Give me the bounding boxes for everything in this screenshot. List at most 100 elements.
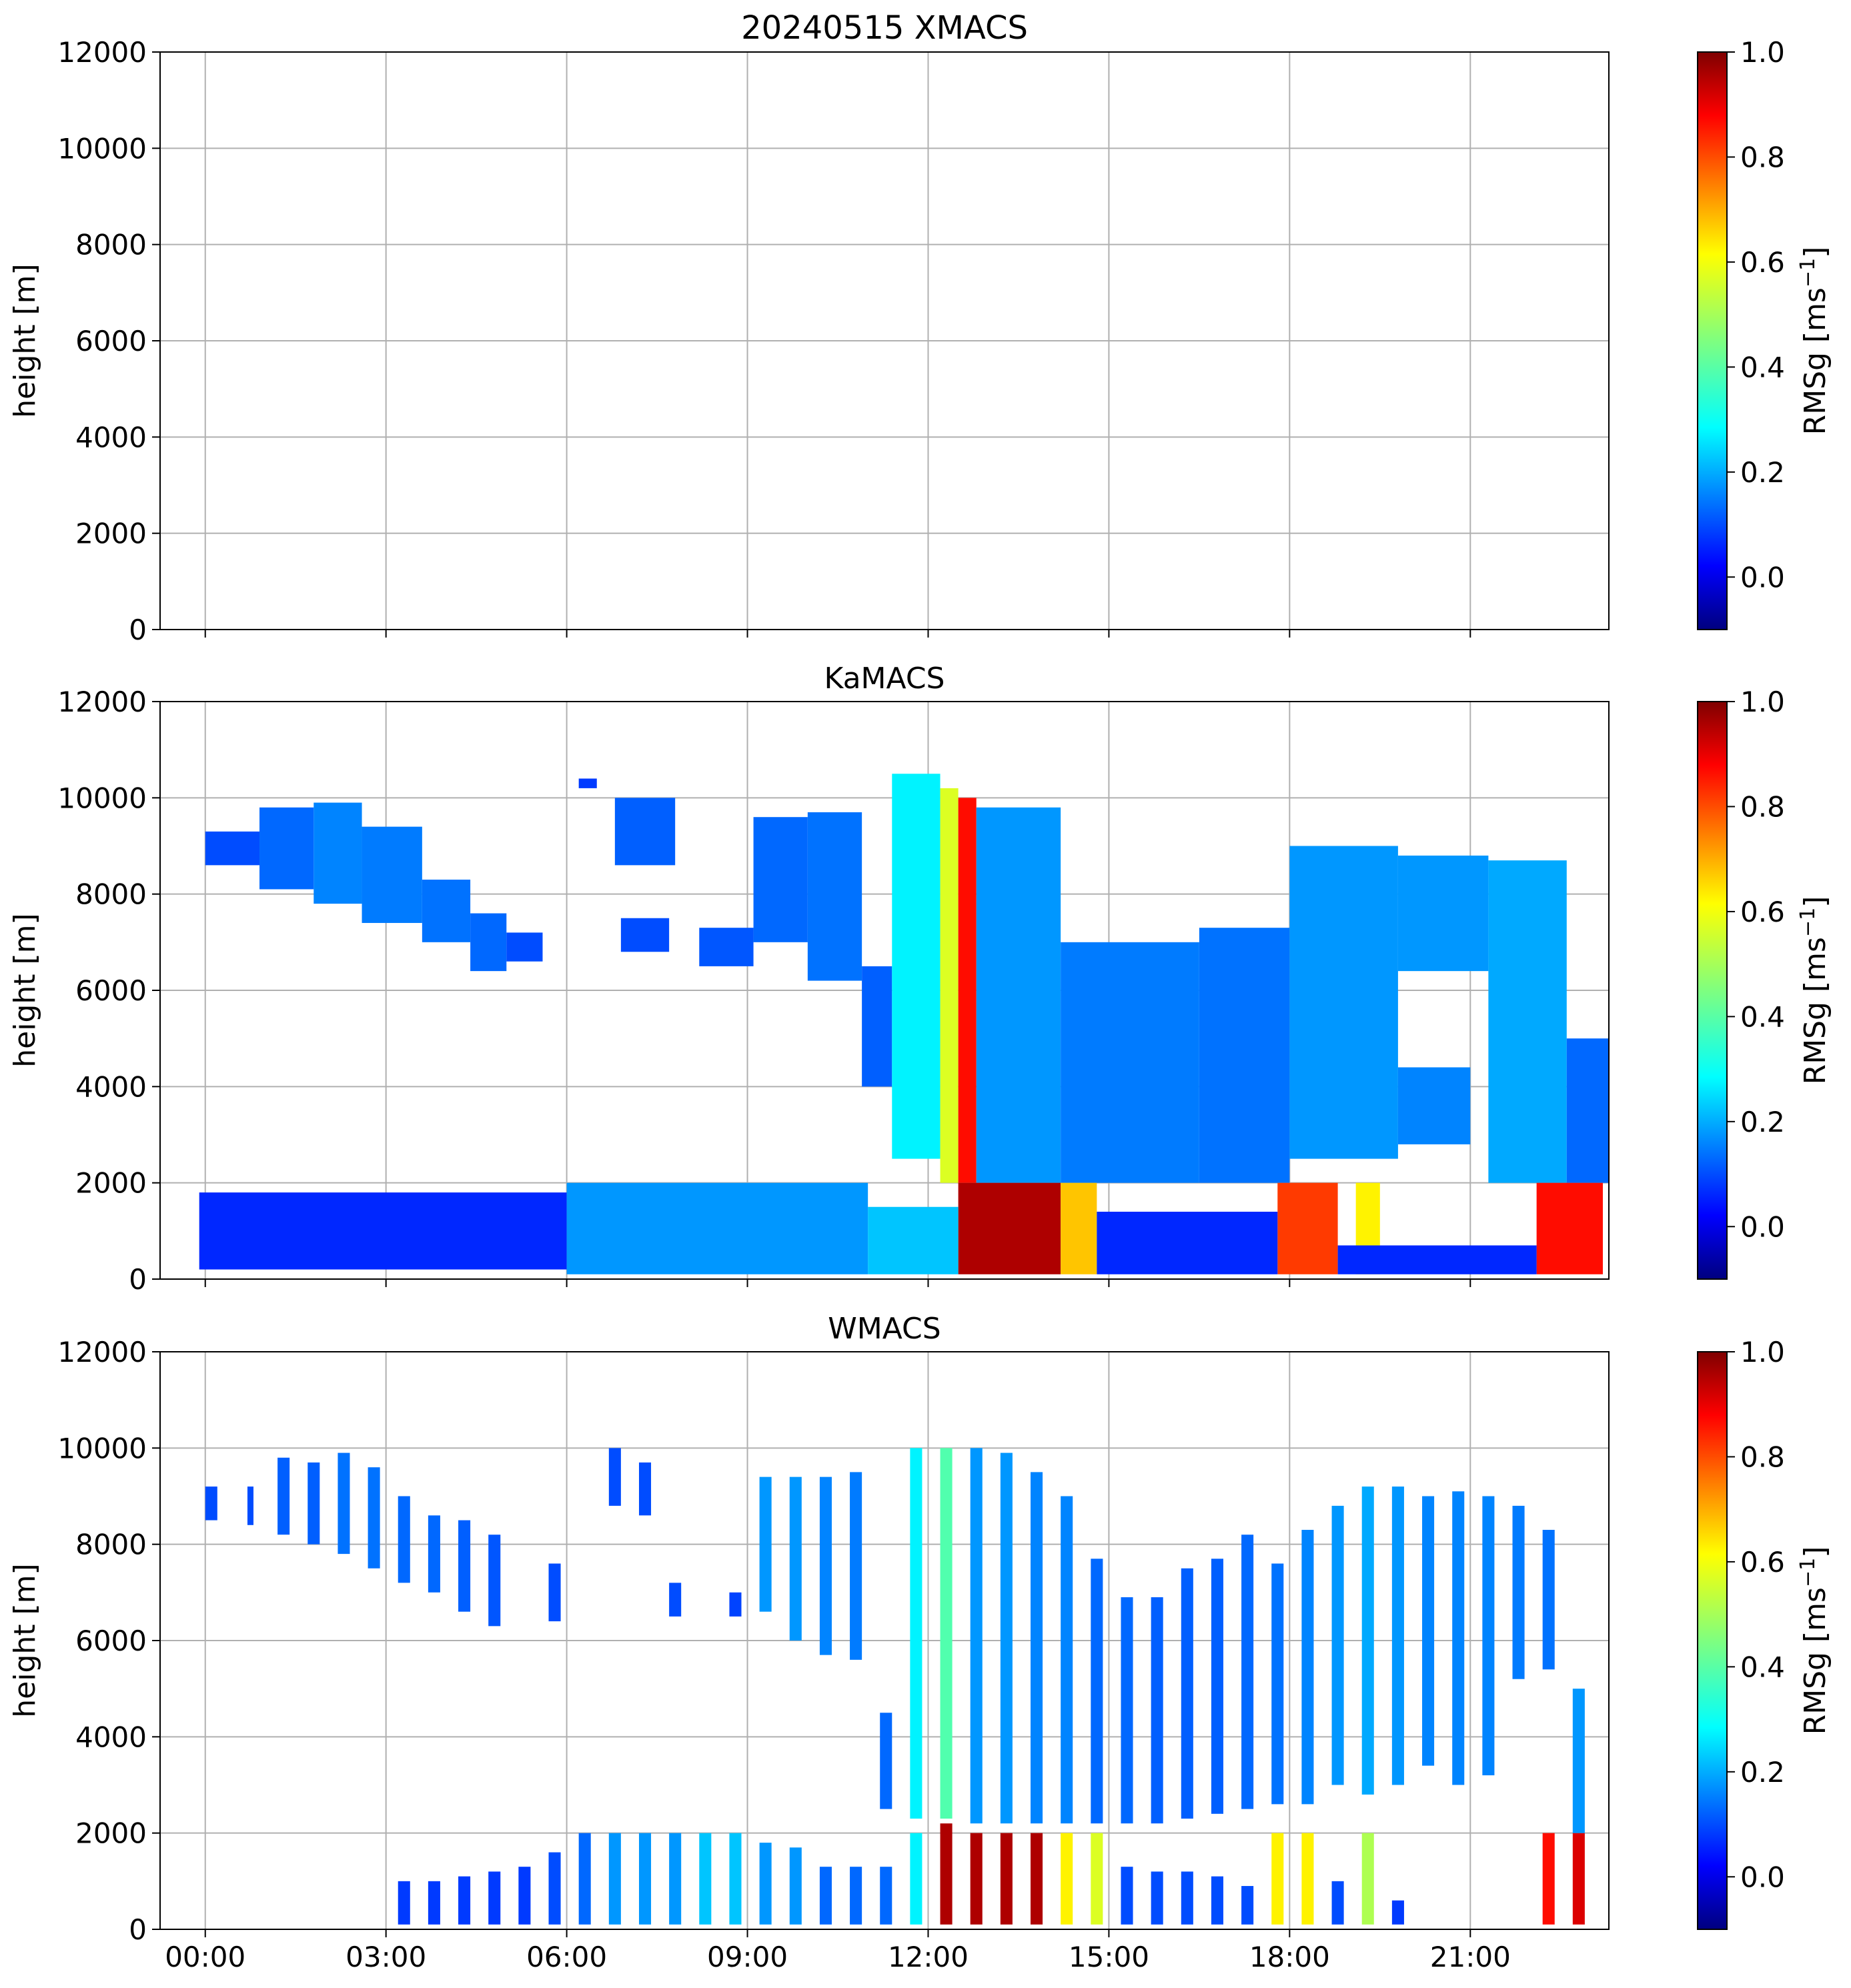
data-cell (277, 1457, 290, 1535)
ytick-label: 8000 (75, 229, 147, 261)
data-cell (428, 1881, 440, 1925)
yticks-kamacs: 0 2000 4000 6000 8000 10000 12000 (57, 686, 160, 1296)
data-cell (789, 1476, 802, 1641)
xtick-label: 15:00 (1069, 1941, 1149, 1973)
xtick-label: 09:00 (707, 1941, 788, 1973)
data-cell (1091, 1559, 1103, 1824)
ytick-label: 0 (129, 1263, 147, 1296)
data-cell (1337, 1245, 1537, 1274)
data-cell (1061, 942, 1199, 1183)
data-cell (247, 1486, 253, 1525)
data-cell (1000, 1833, 1013, 1925)
data-cell (488, 1871, 501, 1925)
data-cell (1271, 1563, 1284, 1805)
data-cell (1512, 1505, 1525, 1679)
data-cell (850, 1867, 862, 1925)
data-cell (1151, 1597, 1163, 1824)
data-cell (566, 1182, 868, 1274)
colorbar-tick-label: 0.8 (1740, 1440, 1785, 1473)
grid-xmacs (160, 51, 1609, 630)
colorbar-tick-label: 0.4 (1740, 351, 1785, 383)
data-cell (699, 1833, 712, 1925)
colorbar-label: RMSg [ms−1] (1796, 896, 1832, 1085)
data-cell (976, 807, 1061, 1183)
data-cell (1121, 1597, 1133, 1824)
xtick-marks-wmacs (204, 1929, 1471, 1937)
data-cell (205, 831, 260, 866)
data-cell (789, 1847, 802, 1925)
colorbar-tick-label: 0.0 (1740, 561, 1785, 594)
data-cell (1091, 1833, 1103, 1925)
ylabel-xmacs: height [m] (8, 263, 42, 417)
data-cell (1482, 1496, 1495, 1776)
xtick-label: 21:00 (1430, 1941, 1511, 1973)
data-cell (1151, 1871, 1163, 1925)
xtick-labels-wmacs: 00:00 03:00 06:00 09:00 12:00 15:00 18:00 21:00 (165, 1941, 1511, 1973)
data-cell (970, 1833, 983, 1925)
data-cell (940, 1823, 953, 1925)
ytick-label: 0 (129, 614, 147, 646)
colorbar-gradient (1697, 51, 1728, 630)
data-cell (1277, 1182, 1338, 1274)
data-cell (1566, 1038, 1609, 1183)
data-cell (608, 1833, 621, 1925)
data-cell (199, 1192, 567, 1270)
colorbar-tick-label: 0.8 (1740, 141, 1785, 173)
data-cell (205, 1486, 217, 1521)
data-cell (759, 1843, 772, 1925)
colorbar-tick-label: 0.0 (1740, 1210, 1785, 1243)
data-cell (807, 812, 862, 981)
data-cell (1397, 855, 1489, 972)
ytick-label: 12000 (57, 1336, 147, 1368)
data-cell (1572, 1689, 1585, 1833)
data-cell (1542, 1530, 1555, 1670)
ytick-label: 10000 (57, 132, 147, 165)
colorbar-label: RMSg [ms−1] (1796, 1547, 1832, 1735)
data-cell (1391, 1486, 1404, 1785)
yticks-xmacs: 0 2000 4000 6000 8000 10000 12000 (57, 36, 160, 646)
colorbar-tick-label: 0.4 (1740, 1651, 1785, 1683)
ytick-label: 4000 (75, 1721, 147, 1753)
xtick-marks-kamacs (204, 1279, 1471, 1287)
colorbar-gradient (1697, 701, 1728, 1280)
data-cell (1542, 1833, 1555, 1925)
data-cells-wmacs (205, 1448, 1585, 1925)
data-cell (940, 1448, 953, 1819)
data-cell (880, 1867, 892, 1925)
data-cell (307, 1462, 320, 1545)
data-cell (506, 932, 543, 962)
data-cell (729, 1833, 742, 1925)
xtick-label: 06:00 (526, 1941, 607, 1973)
colorbar-tick-label: 1.0 (1740, 686, 1785, 718)
data-cell (518, 1867, 531, 1925)
data-cell (892, 774, 941, 1159)
ylabel-kamacs: height [m] (8, 913, 42, 1067)
ytick-label: 0 (129, 1913, 147, 1946)
panel-kamacs: KaMACS 0 2000 4000 6000 8000 10000 12000 heigh… (8, 662, 1610, 1296)
panel-xmacs: 20240515 XMACS 0 2000 4000 6000 8000 10000 120… (8, 9, 1610, 646)
colorbar-xmacs: RMSg [ms−1] 0.0 0.2 0.4 0.6 0.8 1.0 (1697, 36, 1832, 630)
ytick-label: 6000 (75, 325, 147, 357)
data-cell (850, 1472, 862, 1660)
colorbar-tick-label: 0.8 (1740, 790, 1785, 823)
data-cell (314, 802, 362, 904)
colorbar-wmacs: RMSg [ms−1] 0.0 0.2 0.4 0.6 0.8 1.0 (1697, 1336, 1832, 1930)
data-cell (368, 1467, 380, 1569)
ytick-label: 12000 (57, 686, 147, 718)
colorbar-label: RMSg [ms−1] (1796, 247, 1832, 435)
data-cell (940, 788, 959, 1183)
xtick-label: 18:00 (1249, 1941, 1330, 1973)
colorbar-kamacs: RMSg [ms−1] 0.0 0.2 0.4 0.6 0.8 1.0 (1697, 686, 1832, 1280)
data-cell (548, 1563, 561, 1622)
colorbar-gradient (1697, 1351, 1728, 1930)
data-cell (1572, 1833, 1585, 1925)
data-cell (638, 1833, 652, 1925)
data-cell (669, 1833, 682, 1925)
data-cell (422, 880, 471, 942)
data-cell (1241, 1535, 1254, 1809)
data-cell (398, 1881, 410, 1925)
colorbar-tick-label: 0.2 (1740, 1106, 1785, 1138)
data-cell (1061, 1182, 1097, 1274)
data-cell (1422, 1496, 1435, 1766)
xtick-label: 00:00 (165, 1941, 245, 1973)
